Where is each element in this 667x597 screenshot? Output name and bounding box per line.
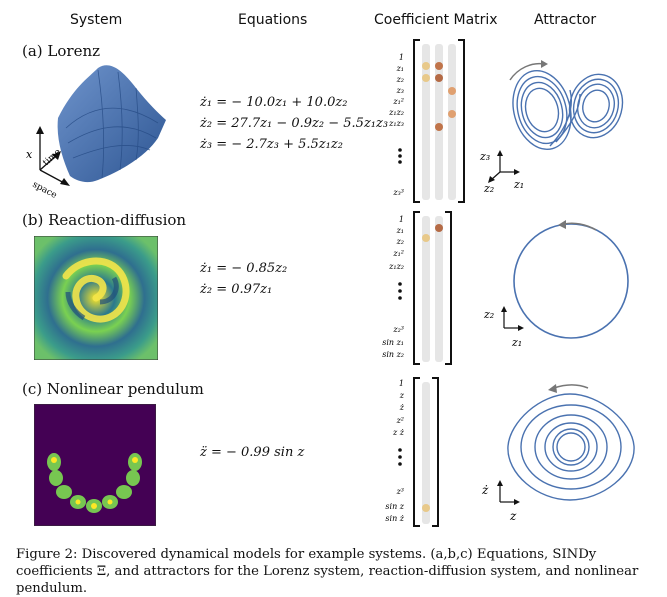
- lib-term: z₂³: [392, 325, 404, 334]
- lib-term: sin ż: [385, 514, 404, 523]
- lib-term: sin z₁: [382, 338, 404, 347]
- pendulum-attractor: ż z: [481, 384, 635, 523]
- row-label-lorenz: (a) Lorenz: [22, 42, 101, 60]
- attractor-axis-z: z: [509, 509, 517, 523]
- pendulum-snapshot: [34, 404, 156, 526]
- lib-term: z: [399, 391, 405, 400]
- header-equations: Equations: [238, 12, 308, 28]
- lib-term: ż: [399, 403, 405, 412]
- equation-line: z̈ = − 0.99 sin z: [200, 445, 305, 460]
- lib-term: z₃³: [392, 188, 404, 197]
- attractor-axis-zdot: ż: [481, 483, 489, 497]
- attractor-axis-z1: z₁: [513, 178, 524, 191]
- equations-pendulum: z̈ = − 0.99 sin z: [200, 442, 304, 463]
- coef-matrix-reaction-diffusion: 1 z₁ z₂ z₁² z₁z₂ z₂³ sin z₁ sin z₂: [382, 211, 452, 365]
- lib-term: z₁²: [392, 97, 404, 106]
- equation-line: ż₂ = 27.7z₁ − 0.9z₂ − 5.5z₁z₃: [200, 116, 389, 131]
- lib-term: z₁z₂: [388, 108, 404, 117]
- axis-label-space: space: [31, 180, 59, 200]
- equation-line: ż₃ = − 2.7z₃ + 5.5z₁z₂: [200, 137, 343, 152]
- equations-reaction-diffusion: ż₁ = − 0.85z₂ ż₂ = 0.97z₁: [200, 258, 287, 300]
- attractor-axis-z1: z₁: [511, 336, 522, 349]
- coef-matrix-lorenz: 1 z₁ z₂ z₃ z₁² z₁z₂ z₁z₃ z₃³: [388, 39, 465, 203]
- axis-label-x: x: [26, 148, 33, 161]
- attractor-axis-z3: z₃: [479, 150, 490, 163]
- lib-term: z₁z₂: [388, 262, 404, 271]
- lib-term: z₃: [396, 86, 404, 95]
- lib-term: z₁: [396, 64, 404, 73]
- lib-term: 1: [399, 379, 404, 388]
- row-label-pendulum: (c) Nonlinear pendulum: [22, 380, 204, 398]
- lib-term: sin z: [385, 502, 404, 511]
- lib-term: z₂: [396, 237, 404, 246]
- lib-term: sin z₂: [382, 350, 404, 359]
- reaction-diffusion-field: [34, 236, 158, 360]
- figure-caption: Figure 2: Discovered dynamical models fo…: [16, 547, 639, 596]
- lorenz-surface-plot: x time space: [26, 65, 167, 200]
- axis-label-time: time: [41, 147, 63, 168]
- equation-line: ż₂ = 0.97z₁: [200, 282, 273, 297]
- coef-matrix-pendulum: 1 z ż z² z ż z³ sin z sin ż: [385, 377, 439, 527]
- lib-term: z₁: [396, 226, 404, 235]
- lib-term: 1: [399, 215, 404, 224]
- reaction-diffusion-attractor: z₂ z₁: [483, 220, 629, 349]
- lib-term: z ż: [392, 428, 405, 437]
- header-system: System: [70, 12, 123, 28]
- lib-term: z²: [396, 416, 404, 425]
- row-label-reaction-diffusion: (b) Reaction-diffusion: [22, 211, 187, 229]
- header-attractor: Attractor: [534, 12, 597, 28]
- lib-term: 1: [399, 53, 404, 62]
- lib-term: z³: [396, 487, 404, 496]
- header-coefficient-matrix: Coefficient Matrix: [374, 12, 498, 28]
- lib-term: z₁²: [392, 249, 404, 258]
- equation-line: ż₁ = − 0.85z₂: [200, 261, 288, 276]
- lorenz-attractor: z₃ z₂ z₁: [479, 60, 624, 195]
- lib-term: z₂: [396, 75, 404, 84]
- lib-term: z₁z₃: [388, 119, 404, 128]
- equations-lorenz: ż₁ = − 10.0z₁ + 10.0z₂ ż₂ = 27.7z₁ − 0.9…: [200, 92, 388, 155]
- attractor-axis-z2: z₂: [483, 308, 494, 321]
- equation-line: ż₁ = − 10.0z₁ + 10.0z₂: [200, 95, 348, 110]
- attractor-axis-z2: z₂: [483, 182, 494, 195]
